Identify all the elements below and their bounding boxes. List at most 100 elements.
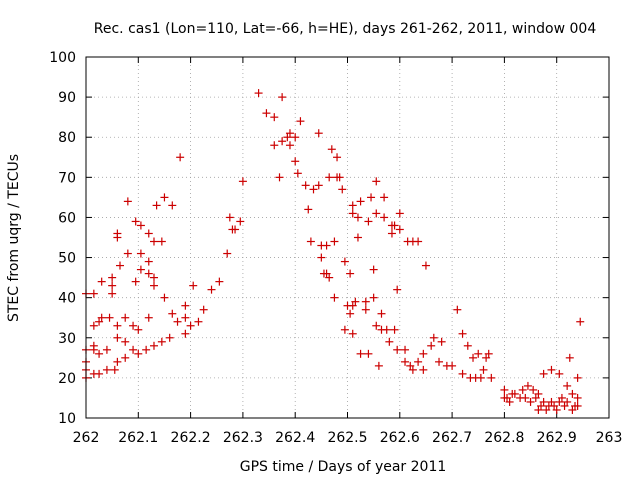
data-point — [278, 93, 287, 102]
data-point — [157, 337, 166, 346]
data-point — [568, 405, 577, 414]
data-point — [458, 329, 467, 338]
data-point — [518, 385, 527, 394]
data-point — [89, 341, 98, 350]
data-point — [95, 369, 104, 378]
data-point — [364, 217, 373, 226]
data-point — [291, 133, 300, 142]
data-point — [149, 341, 158, 350]
data-point — [503, 393, 512, 402]
data-point — [149, 281, 158, 290]
data-point — [152, 201, 161, 210]
data-point — [557, 393, 566, 402]
data-point — [285, 129, 294, 138]
data-point — [414, 237, 423, 246]
data-point — [340, 325, 349, 334]
data-point — [225, 213, 234, 222]
data-point — [325, 173, 334, 182]
data-point — [542, 405, 551, 414]
x-tick-label: 262.3 — [223, 430, 263, 446]
data-point — [102, 365, 111, 374]
data-point — [552, 405, 561, 414]
data-point — [395, 209, 404, 218]
data-point — [429, 333, 438, 342]
data-point — [110, 365, 119, 374]
data-point — [215, 277, 224, 286]
data-point — [529, 385, 538, 394]
x-tick-label: 262.2 — [171, 430, 211, 446]
data-point — [270, 141, 279, 150]
data-point — [181, 301, 190, 310]
data-point — [285, 141, 294, 150]
data-point — [555, 397, 564, 406]
data-point — [325, 273, 334, 282]
data-point — [401, 345, 410, 354]
data-point — [479, 365, 488, 374]
data-point — [95, 349, 104, 358]
x-tick-label: 262.1 — [118, 430, 158, 446]
y-tick-label: 90 — [58, 90, 76, 106]
data-point — [134, 325, 143, 334]
data-point — [406, 361, 415, 370]
data-point — [291, 157, 300, 166]
data-point — [414, 357, 423, 366]
data-point — [547, 397, 556, 406]
data-point — [113, 333, 122, 342]
data-point — [129, 321, 138, 330]
data-point — [108, 273, 117, 282]
data-point — [374, 361, 383, 370]
data-point — [157, 237, 166, 246]
data-point — [393, 345, 402, 354]
data-point — [563, 397, 572, 406]
data-point — [304, 205, 313, 214]
data-point — [317, 253, 326, 262]
data-point — [534, 389, 543, 398]
y-tick-label: 60 — [58, 210, 76, 226]
data-point — [390, 221, 399, 230]
data-point — [149, 273, 158, 282]
data-point — [301, 181, 310, 190]
data-point — [390, 325, 399, 334]
y-tick-label: 70 — [58, 170, 76, 186]
data-point — [408, 365, 417, 374]
data-point — [435, 357, 444, 366]
data-point — [131, 217, 140, 226]
data-point — [168, 201, 177, 210]
y-tick-label: 100 — [49, 50, 76, 66]
data-point — [380, 193, 389, 202]
data-point — [531, 393, 540, 402]
y-tick-labels: 10 20 30 40 50 60 70 80 90 100 — [49, 50, 76, 427]
data-point — [296, 117, 305, 126]
data-point — [207, 285, 216, 294]
data-point — [539, 369, 548, 378]
data-point — [401, 357, 410, 366]
data-point — [231, 225, 240, 234]
data-point — [573, 401, 582, 410]
x-tick-label: 262.6 — [380, 430, 420, 446]
data-point — [505, 397, 514, 406]
data-point — [346, 269, 355, 278]
data-point — [382, 325, 391, 334]
data-point — [136, 221, 145, 230]
data-point — [510, 389, 519, 398]
data-point — [149, 237, 158, 246]
data-point — [568, 389, 577, 398]
data-point — [160, 293, 169, 302]
data-point — [89, 289, 98, 298]
plot-frame — [85, 56, 610, 419]
data-point — [102, 345, 111, 354]
data-point — [560, 401, 569, 410]
data-point — [108, 281, 117, 290]
data-point — [176, 153, 185, 162]
x-tick-label: 262 — [73, 430, 100, 446]
data-point — [165, 333, 174, 342]
data-point — [194, 317, 203, 326]
data-point — [89, 321, 98, 330]
data-point — [463, 341, 472, 350]
data-point — [348, 209, 357, 218]
data-point — [105, 313, 114, 322]
data-point — [186, 321, 195, 330]
x-tick-label: 262.4 — [275, 430, 315, 446]
x-tick-label: 262.5 — [327, 430, 367, 446]
